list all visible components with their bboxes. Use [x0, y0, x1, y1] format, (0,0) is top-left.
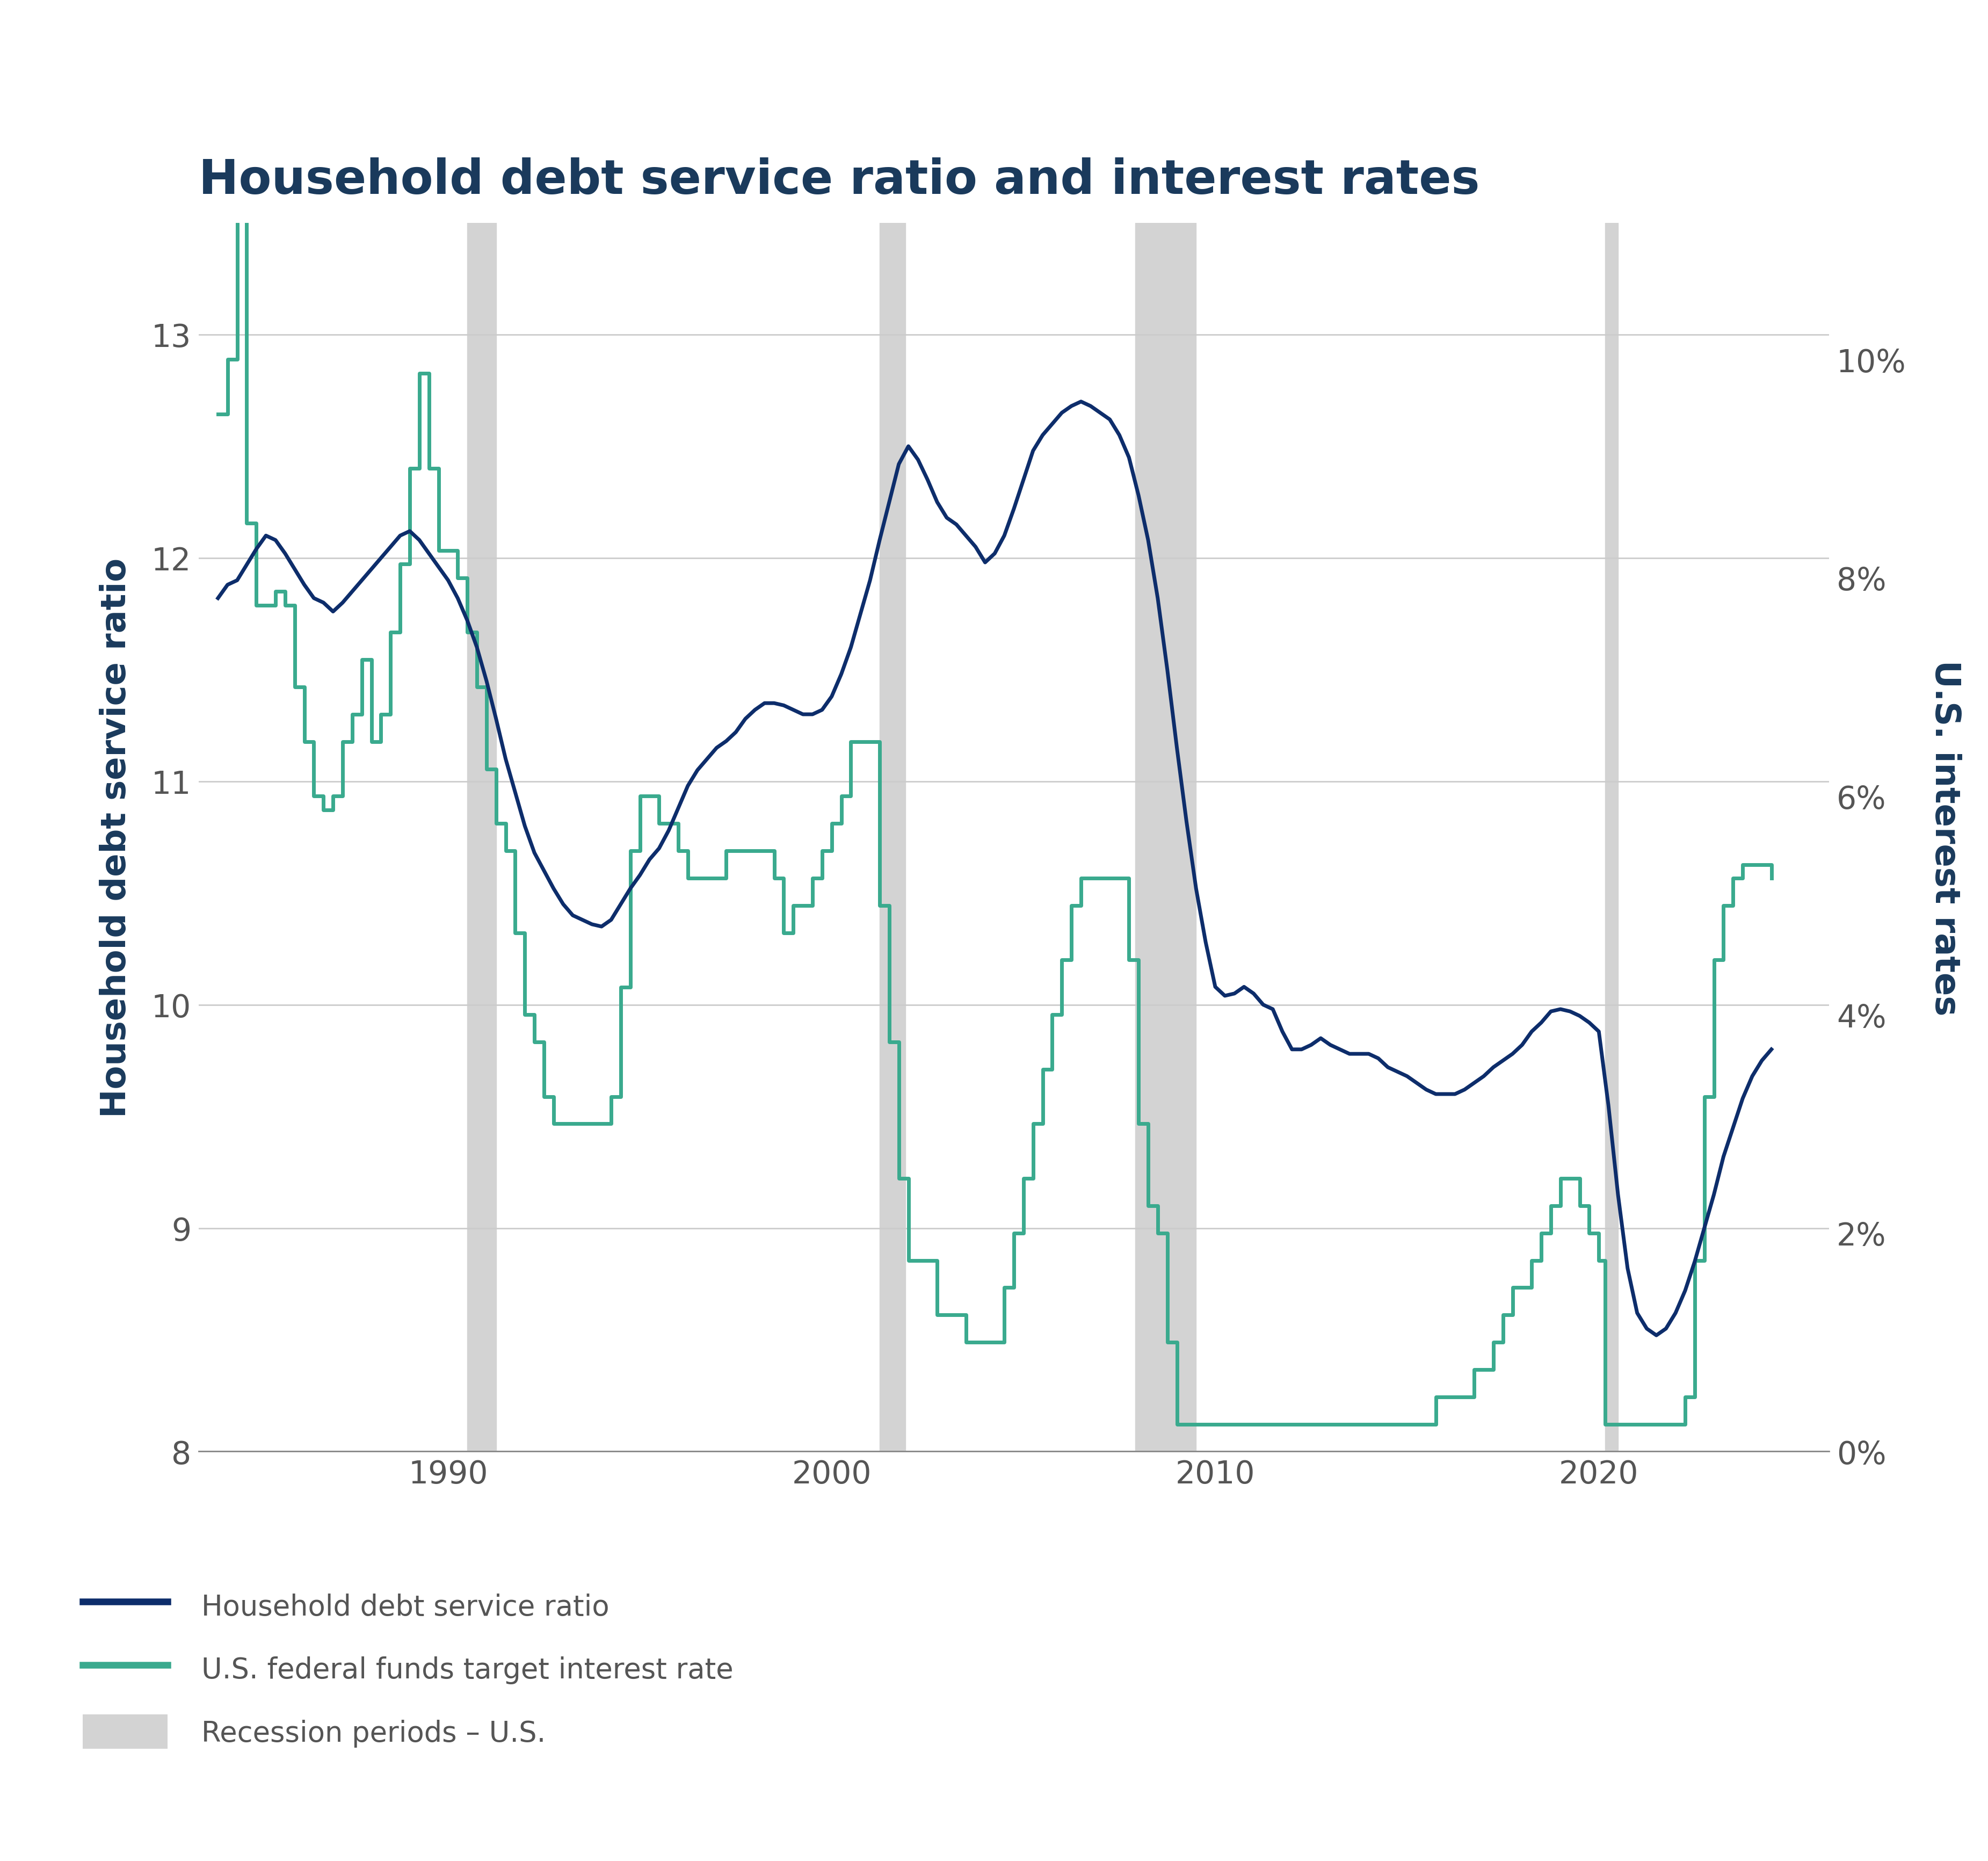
- Y-axis label: Household debt service ratio: Household debt service ratio: [99, 558, 133, 1117]
- Bar: [1606, 223, 1618, 1452]
- Text: Household debt service ratio and interest rates: Household debt service ratio and interes…: [199, 156, 1479, 203]
- Bar: [879, 223, 905, 1452]
- Bar: [1135, 223, 1197, 1452]
- Bar: [467, 223, 497, 1452]
- Y-axis label: U.S. interest rates: U.S. interest rates: [1928, 659, 1962, 1016]
- Legend: Household debt service ratio, U.S. federal funds target interest rate, Recession: Household debt service ratio, U.S. feder…: [83, 1589, 734, 1749]
